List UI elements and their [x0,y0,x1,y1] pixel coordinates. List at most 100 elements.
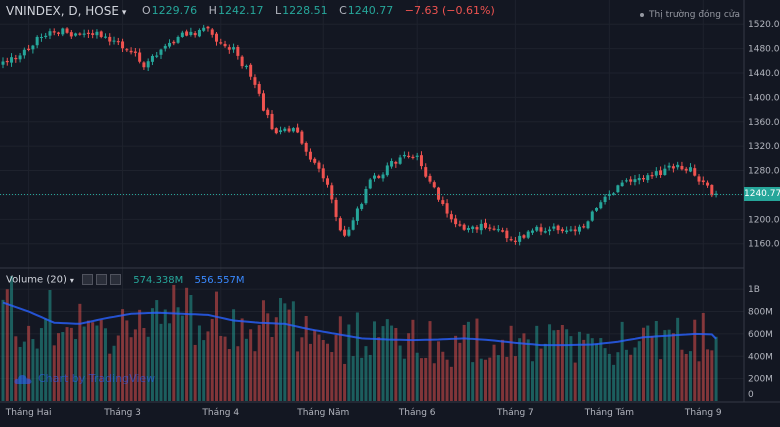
volume-bar [22,341,26,401]
candle-body [91,33,95,35]
candle-body [18,55,22,60]
candle-body [552,226,556,229]
candle-body [355,208,359,221]
volume-bar [697,361,701,401]
candle-body [360,204,364,209]
volume-bar [78,303,82,401]
candle-body [458,224,462,226]
candle-body [313,158,317,163]
candle-body [513,240,517,242]
candle-body [180,32,184,37]
volume-bar [368,354,372,401]
volume-bar [411,319,415,401]
candle-body [168,42,172,47]
visibility-icon[interactable] [82,274,94,285]
candle-body [108,36,112,42]
candle-body [539,227,543,232]
candle-body [676,164,680,168]
candle-body [232,47,236,50]
candle-body [69,32,73,37]
candlesticks [1,24,718,246]
candle-body [210,29,214,35]
chevron-down-icon[interactable]: ▾ [69,275,74,285]
candle-body [428,175,432,182]
candle-body [432,182,436,188]
settings-icon[interactable] [96,274,108,285]
volume-bar [671,333,675,401]
volume-bar [642,327,645,401]
candle-body [364,188,368,204]
volume-bar [385,319,389,401]
candle-body [637,177,641,181]
last-price-label: 1240.77 [744,187,780,202]
volume-bar [180,315,184,401]
volume-bar [372,321,376,401]
volume-bar [142,327,146,401]
candle-body [249,64,253,77]
symbol-selector[interactable]: VNINDEX, D, HOSE ▾ [6,4,126,18]
volume-bar [206,331,210,401]
candle-body [82,33,86,35]
candle-body [159,49,163,55]
volume-bar [159,323,163,401]
volume-bar [338,316,342,401]
low-value: 1228.51 [282,4,328,17]
volume-bar [688,351,692,401]
close-icon[interactable] [110,274,122,285]
volume-bar [462,324,466,401]
volume-axis[interactable]: 200M 400M 600M 800M 1B 0 [748,285,773,400]
candle-body [372,175,376,179]
high-key: H [208,4,217,17]
volume-bar [684,353,688,401]
volume-bar [57,333,61,401]
candle-body [684,168,688,171]
candle-body [5,60,9,63]
candle-body [620,182,624,187]
volume-bar [471,362,475,401]
candle-body [347,229,351,236]
volume-bar [466,321,470,401]
time-tick-label: Tháng 4 [201,408,239,418]
high-value: 1242.17 [217,4,264,17]
candle-body [14,57,18,60]
candle-body [65,28,69,33]
volume-bar [112,345,116,401]
volume-bar [501,339,505,401]
volume-bar [334,335,338,401]
volume-bar [693,319,697,401]
candle-body [193,33,197,36]
volume-tick-label: 400M [748,352,773,362]
candle-body [492,228,496,230]
candle-body [35,36,39,46]
candle-body [663,168,667,176]
volume-bar [454,335,458,401]
volume-bar [227,349,231,401]
volume-bar [556,329,560,401]
candle-body [569,229,573,231]
candle-body [419,155,423,167]
candle-body [279,130,283,133]
volume-tick-label: 800M [748,308,773,318]
ohlc-legend: O1229.76 H1242.17 L1228.51 C1240.77 −7.6… [142,4,495,17]
volume-bar [360,357,364,401]
candle-body [659,170,663,176]
candle-body [368,179,372,189]
candle-body [206,26,210,29]
volume-bar [714,336,718,401]
volume-bar [215,291,218,401]
volume-bar [249,329,253,401]
time-tick-label: Tháng Tám [584,408,634,418]
candle-body [138,52,142,62]
candle-body [586,221,590,229]
candle-body [488,227,492,229]
candle-body [385,165,389,176]
volume-bar [445,359,449,401]
volume-bar [518,338,522,401]
tradingview-watermark[interactable]: Chart by TradingView [14,372,155,385]
price-axis[interactable]: 1160.001200.001240.001280.001320.001360.… [748,20,780,250]
volume-bar [548,324,552,401]
time-axis[interactable]: Tháng Hai Tháng 3 Tháng 4 Tháng Năm Tháng 6 T… [5,408,722,418]
candle-body [496,229,500,231]
